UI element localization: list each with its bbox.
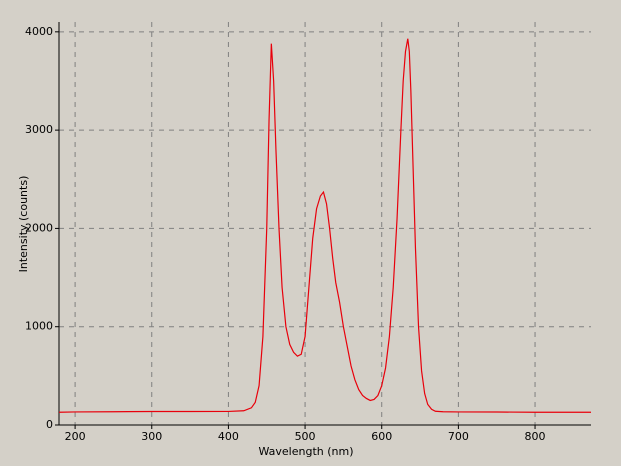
x-axis-label: Wavelength (nm) — [258, 445, 353, 458]
spectrum-line — [58, 38, 591, 413]
y-axis-label: Intensity (counts) — [17, 176, 30, 273]
x-tick-label: 300 — [141, 430, 162, 443]
y-tick-label: 4000 — [25, 25, 53, 38]
y-tick-label: 1000 — [25, 320, 53, 333]
y-tick-label: 0 — [46, 418, 53, 431]
x-tick-label: 400 — [218, 430, 239, 443]
y-tick-label: 2000 — [25, 221, 53, 234]
x-tick-label: 600 — [371, 430, 392, 443]
x-tick-label: 700 — [448, 430, 469, 443]
x-tick-label: 800 — [525, 430, 546, 443]
y-tick-label: 3000 — [25, 123, 53, 136]
x-tick-label: 500 — [295, 430, 316, 443]
x-tick-label: 200 — [65, 430, 86, 443]
